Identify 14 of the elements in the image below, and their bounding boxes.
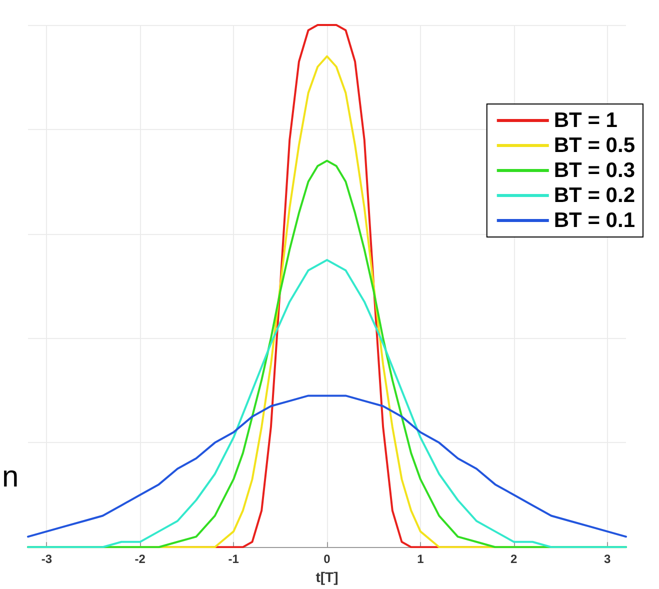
legend-label: BT = 0.5 xyxy=(554,134,636,157)
x-tick-label: -2 xyxy=(134,552,146,566)
x-tick-label: -1 xyxy=(228,552,240,566)
legend-label: BT = 0.3 xyxy=(554,159,636,182)
x-tick-label: 0 xyxy=(324,552,331,566)
x-tick-label: 1 xyxy=(417,552,424,566)
text: n xyxy=(2,460,19,494)
legend-label: BT = 0.1 xyxy=(554,209,636,232)
x-axis-title: t[T] xyxy=(316,569,338,585)
x-tick-label: 2 xyxy=(510,552,518,566)
x-tick-label: -3 xyxy=(41,552,52,566)
legend-label: BT = 1 xyxy=(554,109,618,132)
x-tick-label: 3 xyxy=(604,552,611,566)
legend-label: BT = 0.2 xyxy=(554,184,636,207)
